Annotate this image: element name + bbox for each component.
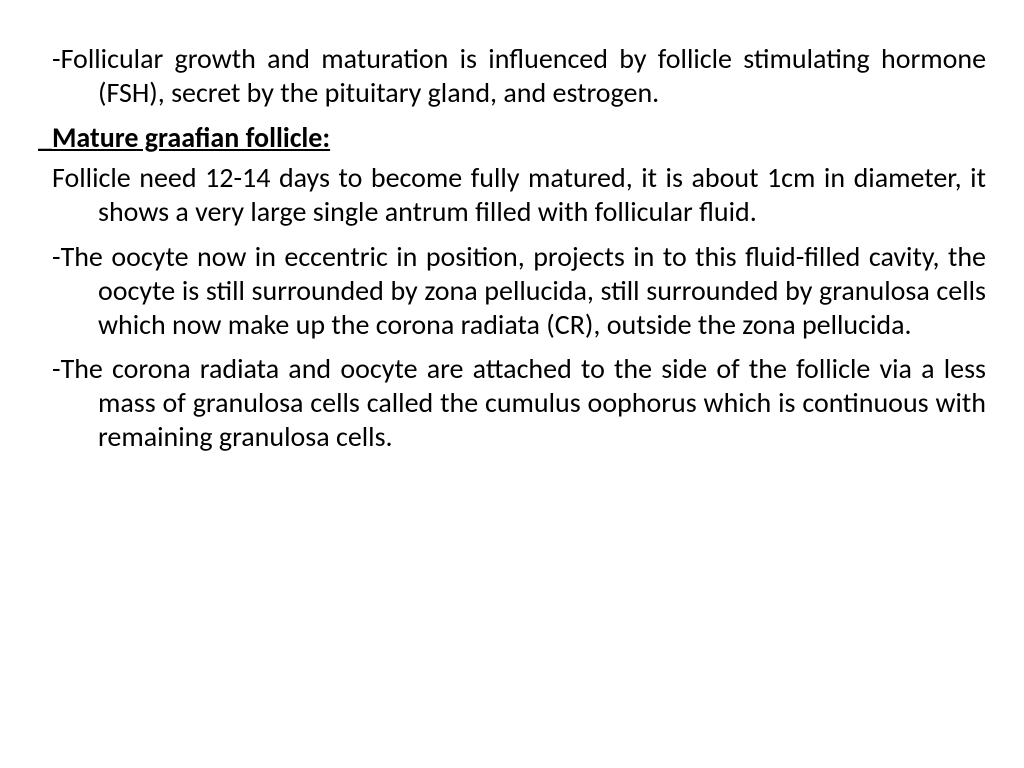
section-heading: _Mature graafian follicle: (38, 120, 986, 155)
paragraph-body-2: -The oocyte now in eccentric in position… (38, 240, 986, 342)
paragraph-intro: -Follicular growth and maturation is inf… (38, 42, 986, 110)
paragraph-body-3: -The corona radiata and oocyte are attac… (38, 352, 986, 454)
paragraph-body-1: Follicle need 12-14 days to become fully… (38, 161, 986, 229)
